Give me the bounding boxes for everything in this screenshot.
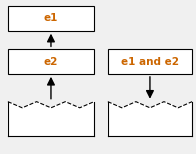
Text: e1: e1 <box>44 14 58 23</box>
Polygon shape <box>108 102 192 136</box>
Bar <box>8 49 94 74</box>
Text: e2: e2 <box>44 57 58 67</box>
Bar <box>8 6 94 31</box>
Bar <box>108 49 192 74</box>
Polygon shape <box>8 102 94 136</box>
Text: e1 and e2: e1 and e2 <box>121 57 179 67</box>
